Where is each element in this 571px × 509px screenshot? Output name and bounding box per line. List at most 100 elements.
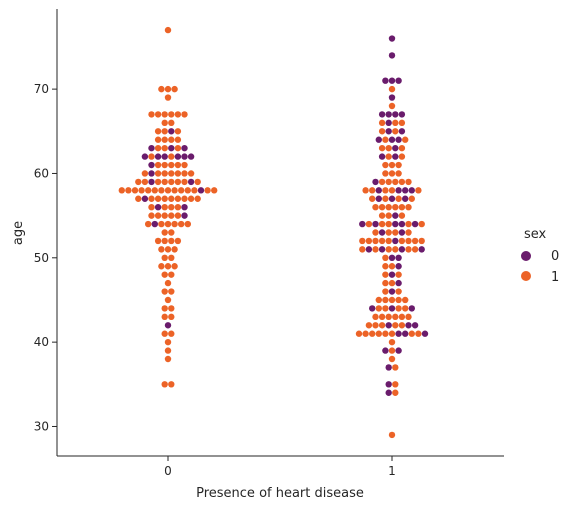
swarm-point: [395, 271, 401, 277]
swarm-point: [389, 297, 395, 303]
swarm-point: [389, 305, 395, 311]
swarm-point: [356, 331, 362, 337]
swarm-point: [395, 331, 401, 337]
swarm-point: [409, 196, 415, 202]
swarm-point: [405, 322, 411, 328]
swarm-point: [148, 179, 154, 185]
swarm-point: [171, 221, 177, 227]
swarm-point: [175, 212, 181, 218]
legend: sex 0 1: [521, 227, 559, 285]
swarm-point: [386, 322, 392, 328]
swarm-point: [148, 153, 154, 159]
swarm-point: [165, 339, 171, 345]
swarm-point: [415, 187, 421, 193]
swarm-point: [369, 305, 375, 311]
swarm-point: [155, 162, 161, 168]
swarm-point: [389, 339, 395, 345]
swarm-point: [379, 322, 385, 328]
swarm-point: [405, 204, 411, 210]
swarm-point: [382, 305, 388, 311]
swarm-point: [419, 246, 425, 252]
legend-label-1: 1: [551, 270, 559, 285]
swarm-point: [392, 111, 398, 117]
swarm-point: [386, 145, 392, 151]
swarm-point: [392, 229, 398, 235]
swarm-point: [162, 381, 168, 387]
swarm-point: [386, 238, 392, 244]
swarm-point: [392, 390, 398, 396]
swarm-point: [389, 94, 395, 100]
swarm-point: [165, 221, 171, 227]
swarm-point: [165, 263, 171, 269]
swarm-point: [382, 263, 388, 269]
swarm-point: [382, 137, 388, 143]
swarm-point: [379, 128, 385, 134]
swarm-point: [366, 246, 372, 252]
swarm-point: [165, 246, 171, 252]
swarm-point: [415, 331, 421, 337]
swarm-point: [395, 288, 401, 294]
swarm-point: [382, 162, 388, 168]
swarm-point: [185, 187, 191, 193]
swarm-point: [162, 331, 168, 337]
swarm-point: [389, 263, 395, 269]
swarm-point: [165, 322, 171, 328]
swarm-point: [399, 111, 405, 117]
swarm-point: [392, 238, 398, 244]
swarm-point: [175, 128, 181, 134]
swarm-point: [379, 314, 385, 320]
swarm-point: [211, 187, 217, 193]
swarm-point: [395, 137, 401, 143]
legend-marker-1: [521, 271, 531, 281]
swarm-point: [386, 120, 392, 126]
swarm-point: [405, 221, 411, 227]
swarm-point: [175, 196, 181, 202]
swarm-point: [382, 170, 388, 176]
swarm-point: [155, 204, 161, 210]
swarm-point: [168, 128, 174, 134]
swarm-point: [372, 179, 378, 185]
y-tick-label: 60: [34, 166, 49, 180]
swarm-point: [389, 271, 395, 277]
swarm-point: [148, 145, 154, 151]
swarm-point: [195, 179, 201, 185]
swarm-point: [181, 196, 187, 202]
swarm-point: [162, 255, 168, 261]
swarm-point: [155, 128, 161, 134]
swarm-point: [395, 187, 401, 193]
swarm-point: [402, 137, 408, 143]
swarm-point: [399, 179, 405, 185]
swarm-point: [162, 111, 168, 117]
swarm-point: [419, 238, 425, 244]
swarm-point: [181, 170, 187, 176]
swarm-point: [359, 221, 365, 227]
swarm-point: [372, 238, 378, 244]
swarm-point: [162, 170, 168, 176]
swarm-point: [392, 120, 398, 126]
swarm-point: [386, 314, 392, 320]
swarm-point: [389, 432, 395, 438]
swarm-point: [178, 187, 184, 193]
swarm-point: [148, 204, 154, 210]
swarm-point: [155, 145, 161, 151]
swarm-point: [162, 145, 168, 151]
swarm-point: [148, 196, 154, 202]
swarm-point: [392, 364, 398, 370]
y-axis-ticks: 30 40 50 60 70: [34, 82, 57, 433]
swarm-point: [181, 212, 187, 218]
swarm-point: [168, 179, 174, 185]
swarm-point: [376, 331, 382, 337]
swarm-point: [392, 246, 398, 252]
swarm-point: [168, 314, 174, 320]
swarm-point: [155, 179, 161, 185]
swarm-point: [399, 120, 405, 126]
swarm-point: [175, 153, 181, 159]
swarm-point: [155, 170, 161, 176]
swarm-point: [386, 246, 392, 252]
swarm-point: [175, 137, 181, 143]
swarm-point: [395, 196, 401, 202]
swarm-point: [402, 187, 408, 193]
swarm-point: [389, 86, 395, 92]
swarm-point: [372, 229, 378, 235]
swarm-point: [168, 170, 174, 176]
